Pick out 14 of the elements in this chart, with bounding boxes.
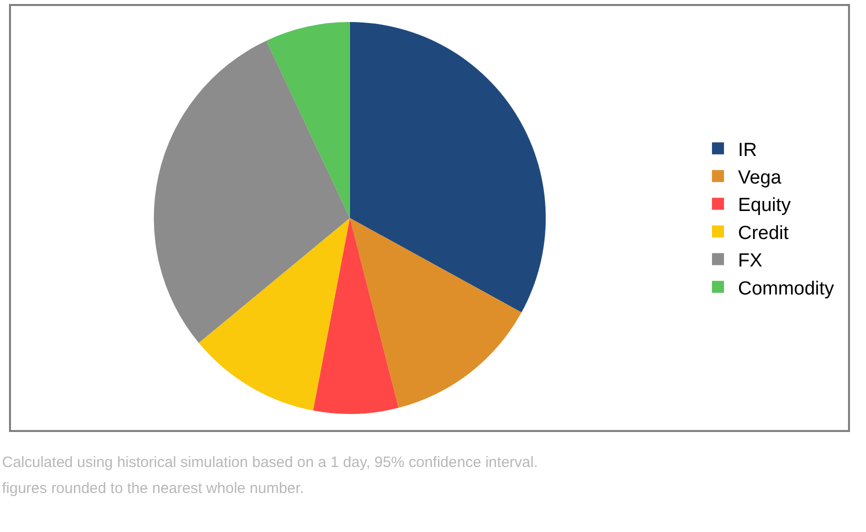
legend-label: Equity: [738, 195, 792, 216]
pie-slice: [266, 22, 350, 218]
text: figures rounded to the nearest whole number.: [2, 480, 304, 497]
legend-label: Vega: [738, 167, 782, 188]
pie-slice: [350, 218, 522, 408]
text: Calculated using historical simulation based on a 1 day, 95% confidence interval.: [2, 454, 538, 471]
pie-slice: [198, 218, 350, 410]
pie-slice: [313, 218, 399, 414]
legend-label: IR: [738, 140, 757, 161]
legend-label: FX: [738, 250, 763, 272]
legend-label: Credit: [738, 222, 790, 244]
pie-slice: [154, 40, 350, 343]
legend-label: Commodity: [738, 278, 835, 300]
pie-slice: [350, 22, 546, 312]
